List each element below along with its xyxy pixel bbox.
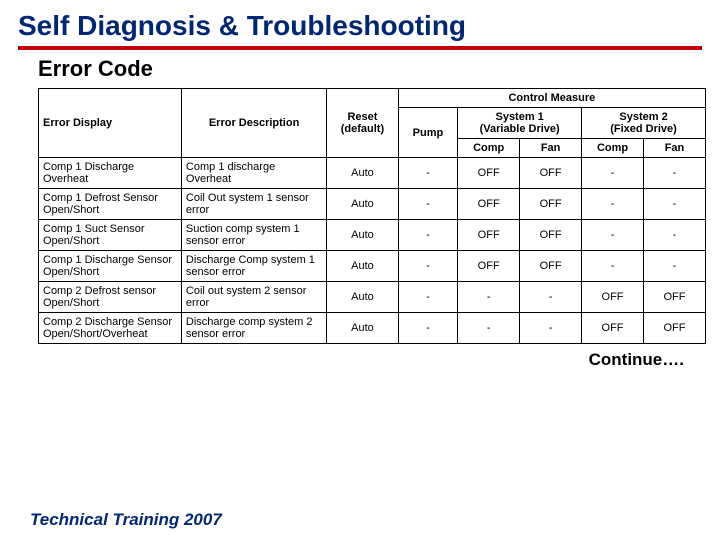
th-control-measure: Control Measure — [398, 89, 705, 108]
th-s1-comp: Comp — [458, 139, 520, 158]
continue-label: Continue…. — [18, 350, 684, 370]
error-code-tbody: Comp 1 Discharge OverheatComp 1 discharg… — [39, 158, 706, 344]
cell-pump: - — [398, 220, 458, 251]
th-system2-sublabel: (Fixed Drive) — [610, 123, 677, 135]
cell-s1-fan: - — [520, 313, 582, 344]
cell-s2-comp: OFF — [582, 313, 644, 344]
th-error-description: Error Description — [181, 89, 326, 158]
th-s2-comp: Comp — [582, 139, 644, 158]
cell-error-description: Comp 1 discharge Overheat — [181, 158, 326, 189]
cell-pump: - — [398, 313, 458, 344]
th-error-display: Error Display — [39, 89, 182, 158]
cell-s1-comp: OFF — [458, 158, 520, 189]
cell-s2-comp: - — [582, 220, 644, 251]
cell-error-description: Discharge Comp system 1 sensor error — [181, 251, 326, 282]
cell-s1-comp: OFF — [458, 189, 520, 220]
cell-pump: - — [398, 282, 458, 313]
cell-s1-comp: OFF — [458, 220, 520, 251]
title-underline — [18, 46, 702, 50]
table-row: Comp 1 Discharge OverheatComp 1 discharg… — [39, 158, 706, 189]
cell-error-display: Comp 1 Discharge Overheat — [39, 158, 182, 189]
th-reset-label: Reset — [347, 111, 377, 123]
cell-error-display: Comp 1 Defrost Sensor Open/Short — [39, 189, 182, 220]
cell-pump: - — [398, 251, 458, 282]
cell-error-description: Discharge comp system 2 sensor error — [181, 313, 326, 344]
th-s2-fan: Fan — [643, 139, 705, 158]
cell-error-description: Coil out system 2 sensor error — [181, 282, 326, 313]
cell-reset: Auto — [327, 251, 398, 282]
cell-s1-comp: - — [458, 282, 520, 313]
cell-error-display: Comp 2 Discharge Sensor Open/Short/Overh… — [39, 313, 182, 344]
table-row: Comp 2 Discharge Sensor Open/Short/Overh… — [39, 313, 706, 344]
cell-s1-comp: - — [458, 313, 520, 344]
cell-s2-comp: OFF — [582, 282, 644, 313]
cell-pump: - — [398, 189, 458, 220]
cell-error-display: Comp 1 Discharge Sensor Open/Short — [39, 251, 182, 282]
page-title: Self Diagnosis & Troubleshooting — [18, 10, 702, 42]
th-system2-label: System 2 — [619, 111, 667, 123]
th-system1-label: System 1 — [495, 111, 543, 123]
cell-reset: Auto — [327, 313, 398, 344]
cell-reset: Auto — [327, 158, 398, 189]
table-row: Comp 2 Defrost sensor Open/ShortCoil out… — [39, 282, 706, 313]
cell-reset: Auto — [327, 189, 398, 220]
th-system1-sublabel: (Variable Drive) — [480, 123, 560, 135]
th-reset-sublabel: (default) — [341, 123, 384, 135]
cell-s2-fan: OFF — [643, 313, 705, 344]
th-system2: System 2 (Fixed Drive) — [582, 108, 706, 139]
cell-s1-fan: - — [520, 282, 582, 313]
cell-s1-fan: OFF — [520, 158, 582, 189]
section-subtitle: Error Code — [38, 56, 702, 82]
th-reset: Reset (default) — [327, 89, 398, 158]
cell-s2-fan: OFF — [643, 282, 705, 313]
cell-s2-fan: - — [643, 251, 705, 282]
cell-reset: Auto — [327, 220, 398, 251]
th-pump: Pump — [398, 108, 458, 158]
cell-error-display: Comp 1 Suct Sensor Open/Short — [39, 220, 182, 251]
th-s1-fan: Fan — [520, 139, 582, 158]
table-row: Comp 1 Defrost Sensor Open/ShortCoil Out… — [39, 189, 706, 220]
cell-s1-fan: OFF — [520, 251, 582, 282]
cell-s2-comp: - — [582, 251, 644, 282]
cell-pump: - — [398, 158, 458, 189]
cell-s1-comp: OFF — [458, 251, 520, 282]
cell-reset: Auto — [327, 282, 398, 313]
cell-s1-fan: OFF — [520, 220, 582, 251]
cell-s1-fan: OFF — [520, 189, 582, 220]
table-row: Comp 1 Suct Sensor Open/ShortSuction com… — [39, 220, 706, 251]
cell-s2-fan: - — [643, 158, 705, 189]
cell-error-description: Coil Out system 1 sensor error — [181, 189, 326, 220]
footer-text: Technical Training 2007 — [30, 510, 222, 530]
table-row: Comp 1 Discharge Sensor Open/ShortDischa… — [39, 251, 706, 282]
cell-s2-comp: - — [582, 189, 644, 220]
cell-error-display: Comp 2 Defrost sensor Open/Short — [39, 282, 182, 313]
th-system1: System 1 (Variable Drive) — [458, 108, 582, 139]
error-code-table: Error Display Error Description Reset (d… — [38, 88, 706, 344]
cell-s2-comp: - — [582, 158, 644, 189]
cell-error-description: Suction comp system 1 sensor error — [181, 220, 326, 251]
cell-s2-fan: - — [643, 189, 705, 220]
cell-s2-fan: - — [643, 220, 705, 251]
